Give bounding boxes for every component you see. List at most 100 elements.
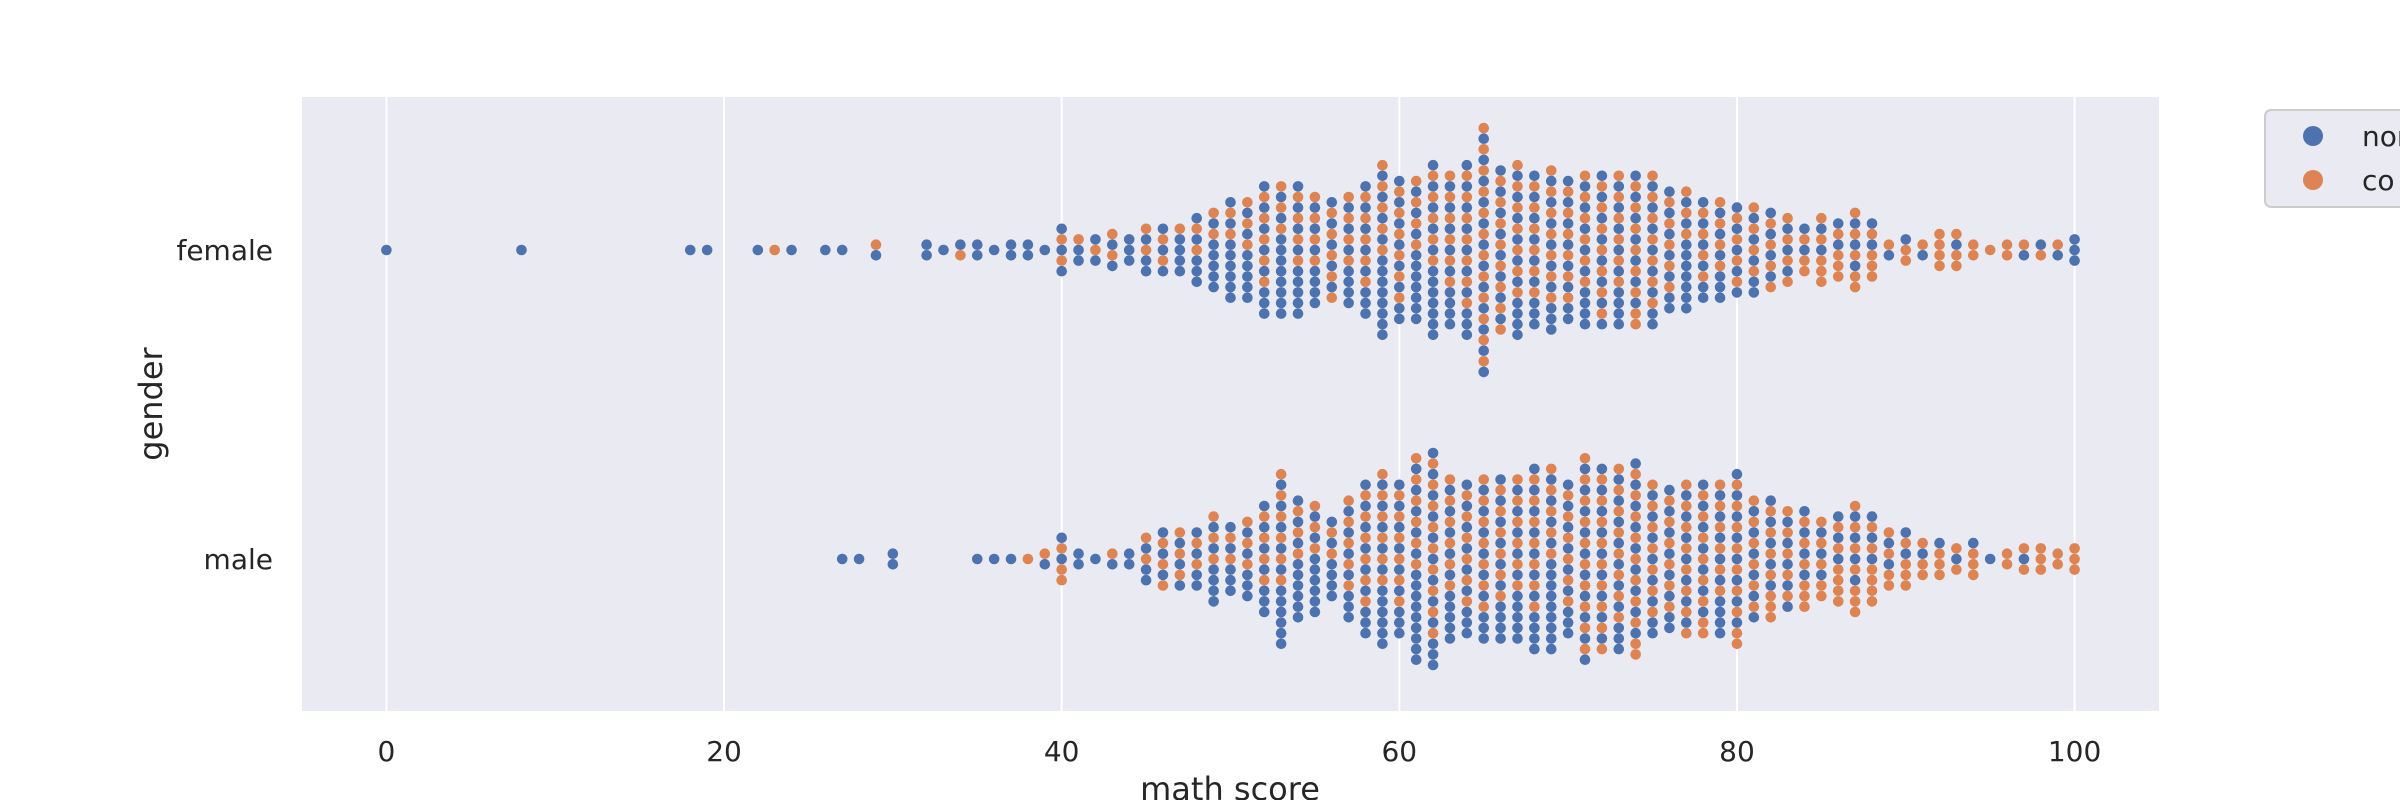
data-point-nor xyxy=(1816,244,1827,256)
data-point-nor xyxy=(836,244,848,256)
data-point-co xyxy=(1326,250,1338,261)
data-point-co xyxy=(1630,574,1641,586)
data-point-co xyxy=(1461,255,1473,266)
data-point-nor xyxy=(988,244,1000,256)
data-point-co xyxy=(2001,239,2013,250)
data-point-co xyxy=(1258,276,1270,288)
data-point-co xyxy=(1343,537,1354,549)
data-point-co xyxy=(1917,559,1928,570)
data-point-nor xyxy=(1968,537,1979,549)
data-point-nor xyxy=(1275,308,1287,319)
data-point-nor xyxy=(2018,553,2030,565)
data-point-nor xyxy=(1529,527,1540,538)
data-point-nor xyxy=(1849,239,1861,250)
data-point-nor xyxy=(1664,527,1675,538)
data-point-nor xyxy=(1630,564,1641,575)
data-point-nor xyxy=(1309,574,1321,586)
data-point-co xyxy=(1816,265,1827,277)
data-point-nor xyxy=(1478,612,1490,623)
data-point-nor xyxy=(1377,479,1388,491)
data-point-nor xyxy=(1394,585,1405,597)
data-point-nor xyxy=(1545,218,1557,229)
data-point-nor xyxy=(1275,585,1287,597)
data-point-nor xyxy=(1326,559,1338,570)
x-tick-label: 40 xyxy=(1044,735,1080,768)
data-point-nor xyxy=(1208,585,1219,597)
x-tick-labels: 0 20 40 60 80 100 xyxy=(377,735,2101,768)
data-point-nor xyxy=(1410,643,1422,655)
data-point-co xyxy=(1360,574,1371,586)
data-point-nor xyxy=(1191,255,1203,266)
data-point-co xyxy=(1816,516,1827,528)
data-point-co xyxy=(1832,521,1844,533)
data-point-nor xyxy=(1242,260,1253,272)
data-point-nor xyxy=(1343,202,1354,213)
data-point-nor xyxy=(921,250,932,261)
data-point-nor xyxy=(1444,622,1456,634)
data-point-co xyxy=(1849,281,1861,293)
data-point-co xyxy=(1495,324,1506,335)
data-point-nor xyxy=(1647,574,1658,586)
data-point-nor xyxy=(1427,297,1439,309)
data-point-co xyxy=(1951,228,1962,240)
data-point-nor xyxy=(1360,308,1371,319)
data-point-nor xyxy=(1934,537,1945,549)
data-point-nor xyxy=(1714,617,1726,628)
data-point-nor xyxy=(1461,564,1473,575)
data-point-co xyxy=(1309,212,1321,224)
data-point-co xyxy=(1529,181,1540,192)
data-point-nor xyxy=(955,239,966,250)
data-point-nor xyxy=(1360,265,1371,277)
data-point-co xyxy=(1258,212,1270,224)
data-point-nor xyxy=(1225,197,1236,208)
data-point-co xyxy=(1056,574,1067,586)
data-point-co xyxy=(1748,580,1760,591)
data-point-nor xyxy=(1225,239,1236,250)
data-point-nor xyxy=(1866,218,1878,229)
data-point-nor xyxy=(1478,281,1490,293)
data-point-nor xyxy=(1545,324,1557,335)
data-point-nor xyxy=(1866,511,1878,522)
data-point-co xyxy=(1765,527,1777,538)
data-point-nor xyxy=(1225,271,1236,282)
data-point-co xyxy=(1697,271,1709,282)
data-point-co xyxy=(1529,287,1540,298)
data-point-nor xyxy=(1664,548,1675,559)
data-point-nor xyxy=(1090,553,1101,565)
data-point-nor xyxy=(1596,590,1608,602)
data-point-co xyxy=(1596,181,1608,192)
data-point-nor xyxy=(1258,500,1270,512)
data-point-nor xyxy=(1326,197,1338,208)
data-point-nor xyxy=(1664,292,1675,304)
data-point-nor xyxy=(1377,276,1388,288)
data-point-nor xyxy=(1326,580,1338,591)
data-point-co xyxy=(1461,212,1473,224)
data-point-nor xyxy=(1681,617,1692,628)
data-point-co xyxy=(1832,543,1844,554)
data-point-co xyxy=(1832,271,1844,282)
data-point-nor xyxy=(1748,612,1760,623)
data-point-nor xyxy=(1799,223,1810,235)
data-point-nor xyxy=(1512,318,1523,330)
data-point-nor xyxy=(1410,228,1422,240)
data-point-co xyxy=(1664,601,1675,612)
data-point-co xyxy=(1461,234,1473,245)
data-point-co xyxy=(1478,601,1490,612)
data-point-nor xyxy=(1613,308,1625,319)
data-point-co xyxy=(1866,585,1878,597)
data-point-nor xyxy=(921,239,932,250)
data-point-nor xyxy=(1630,458,1641,469)
data-point-nor xyxy=(2069,255,2080,266)
data-point-nor xyxy=(1377,564,1388,575)
data-point-co xyxy=(1714,585,1726,597)
data-point-co xyxy=(1799,559,1810,570)
data-point-co xyxy=(2018,564,2030,575)
data-point-co xyxy=(1326,527,1338,538)
data-point-co xyxy=(1664,281,1675,293)
data-point-co xyxy=(1410,559,1422,570)
data-point-nor xyxy=(1140,543,1152,554)
data-point-co xyxy=(1951,543,1962,554)
data-point-nor xyxy=(1073,559,1084,570)
data-point-nor xyxy=(1832,532,1844,544)
data-point-co xyxy=(2018,239,2030,250)
